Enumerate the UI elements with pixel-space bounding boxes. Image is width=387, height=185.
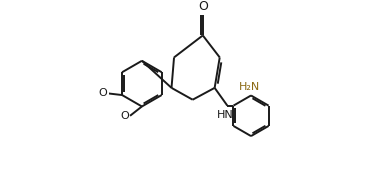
Text: O: O [198, 0, 208, 14]
Text: O: O [120, 111, 129, 121]
Text: O: O [98, 88, 107, 98]
Text: HN: HN [217, 110, 234, 120]
Text: H₂N: H₂N [239, 82, 260, 92]
